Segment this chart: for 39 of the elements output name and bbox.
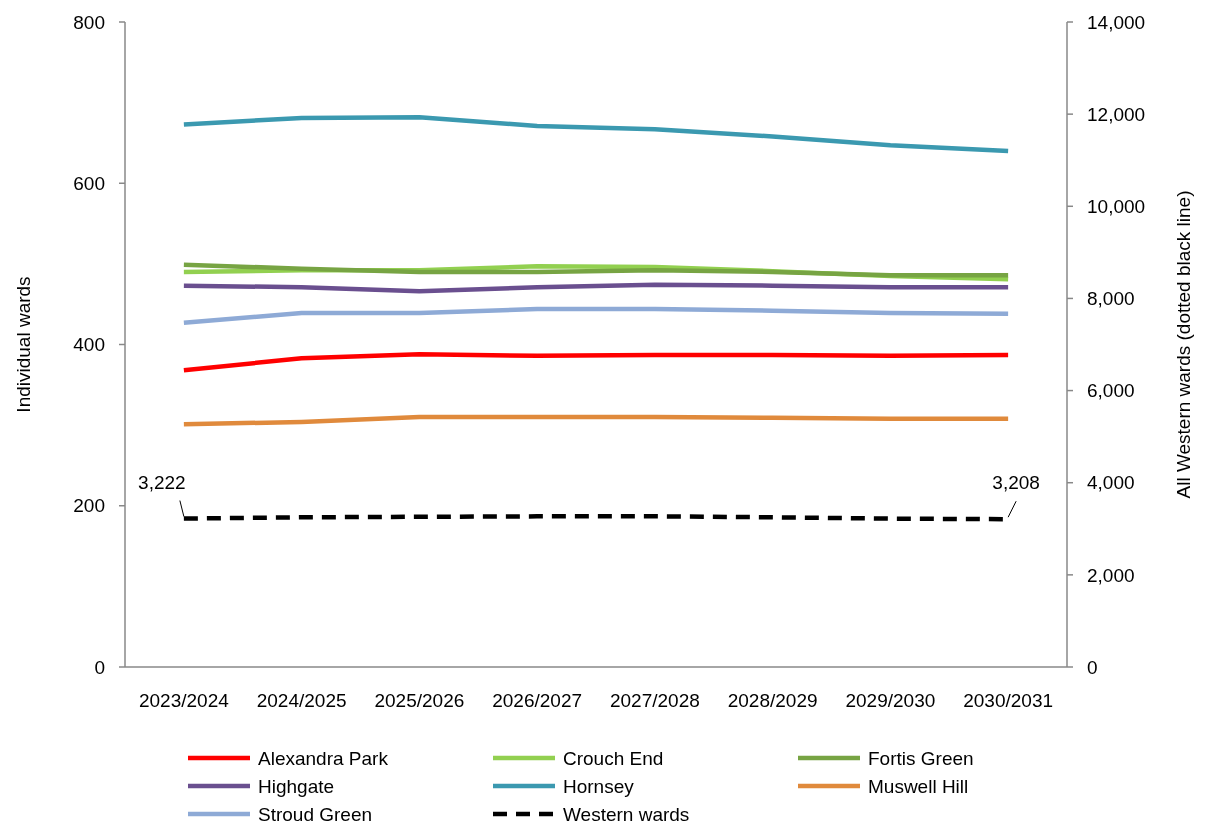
y-tick-label: 600	[73, 172, 105, 194]
x-tick-label: 2029/2030	[845, 690, 936, 711]
x-tick-label: 2026/2027	[492, 690, 583, 711]
y2-tick-label: 0	[1087, 656, 1098, 678]
legend-label: Stroud Green	[258, 803, 373, 825]
data-label: 3,208	[992, 472, 1040, 494]
legend-label: Crouch End	[563, 747, 664, 769]
line-series	[181, 262, 1011, 278]
y-tick-label: 0	[94, 656, 105, 678]
y-tick-label: 400	[73, 334, 105, 356]
y-axis-title: Individual wards	[13, 276, 34, 413]
y2-tick-label: 6,000	[1087, 380, 1135, 402]
y-tick-label: 200	[73, 495, 105, 517]
legend-label: Western wards	[563, 803, 690, 825]
y2-tick-label: 10,000	[1087, 195, 1146, 217]
x-tick-label: 2023/2024	[138, 690, 230, 711]
x-tick-label: 2024/2025	[256, 690, 347, 711]
y2-tick-label: 4,000	[1087, 472, 1135, 494]
line-series	[181, 282, 1011, 294]
y2-tick-label: 14,000	[1087, 11, 1146, 33]
legend-label: Fortis Green	[868, 747, 974, 769]
y-tick-label: 800	[73, 11, 105, 33]
x-tick-label: 2030/2031	[963, 690, 1054, 711]
legend-label: Alexandra Park	[258, 747, 389, 769]
x-tick-label: 2028/2029	[727, 690, 818, 711]
line-series	[181, 306, 1011, 325]
y2-tick-label: 8,000	[1087, 288, 1135, 310]
legend-label: Muswell Hill	[868, 775, 969, 797]
y2-tick-label: 2,000	[1087, 564, 1135, 586]
y2-axis-title: All Western wards (dotted black line)	[1173, 190, 1194, 499]
line-series	[181, 414, 1011, 427]
x-tick-label: 2027/2028	[609, 690, 700, 711]
x-tick-label: 2025/2026	[374, 690, 465, 711]
legend-label: Hornsey	[563, 775, 635, 797]
y2-tick-label: 12,000	[1087, 103, 1146, 125]
data-label: 3,222	[138, 471, 186, 493]
legend-label: Highgate	[258, 775, 335, 797]
line-series	[181, 351, 1011, 373]
line-series	[181, 114, 1011, 154]
